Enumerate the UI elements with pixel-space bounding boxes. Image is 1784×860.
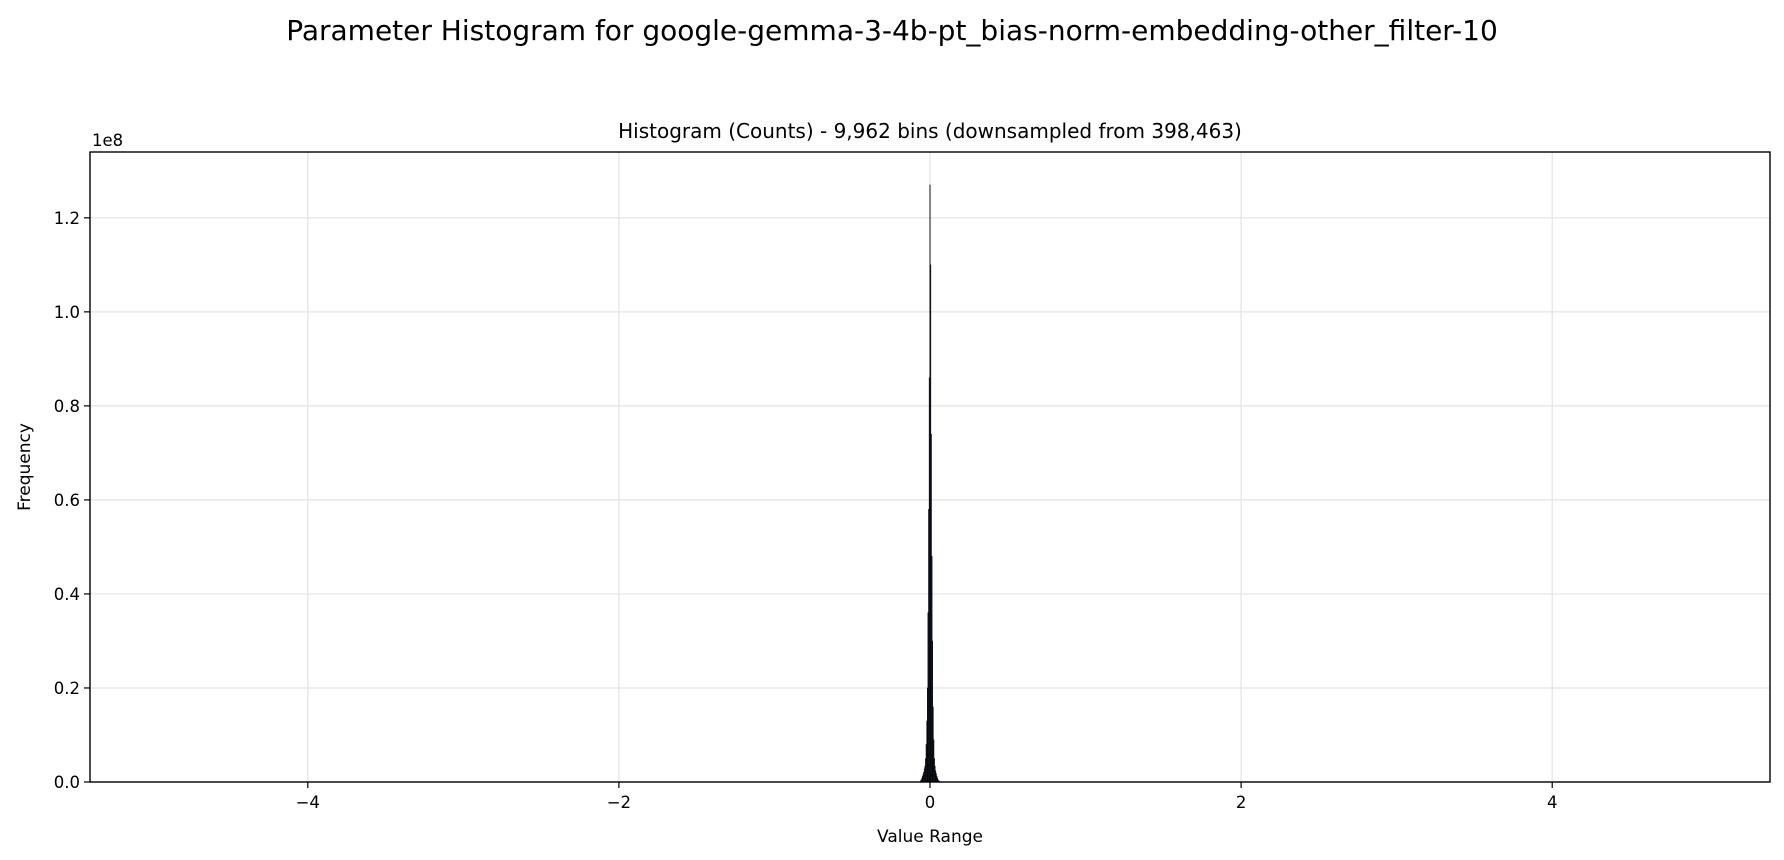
x-tick-label: −2 xyxy=(607,793,631,812)
chart-subtitle: Histogram (Counts) - 9,962 bins (downsam… xyxy=(618,119,1242,143)
y-tick-label: 0.6 xyxy=(54,491,80,510)
x-tick-label: −4 xyxy=(296,793,320,812)
y-offset-label: 1e8 xyxy=(92,131,123,150)
y-tick-label: 1.2 xyxy=(54,209,80,228)
x-tick-label: 0 xyxy=(925,793,936,812)
x-axis-ticks: −4 −2 0 2 4 xyxy=(296,782,1558,812)
y-tick-label: 0.0 xyxy=(54,773,80,792)
y-tick-label: 0.2 xyxy=(54,679,80,698)
y-tick-label: 1.0 xyxy=(54,303,80,322)
y-axis-ticks: 0.0 0.2 0.4 0.6 0.8 1.0 1.2 xyxy=(54,209,90,792)
x-tick-label: 2 xyxy=(1236,793,1247,812)
y-tick-label: 0.8 xyxy=(54,397,80,416)
y-tick-label: 0.4 xyxy=(54,585,80,604)
x-axis-label: Value Range xyxy=(877,827,983,847)
y-axis-label: Frequency xyxy=(15,423,35,511)
chart-title: Parameter Histogram for google-gemma-3-4… xyxy=(286,14,1498,47)
x-tick-label: 4 xyxy=(1547,793,1558,812)
